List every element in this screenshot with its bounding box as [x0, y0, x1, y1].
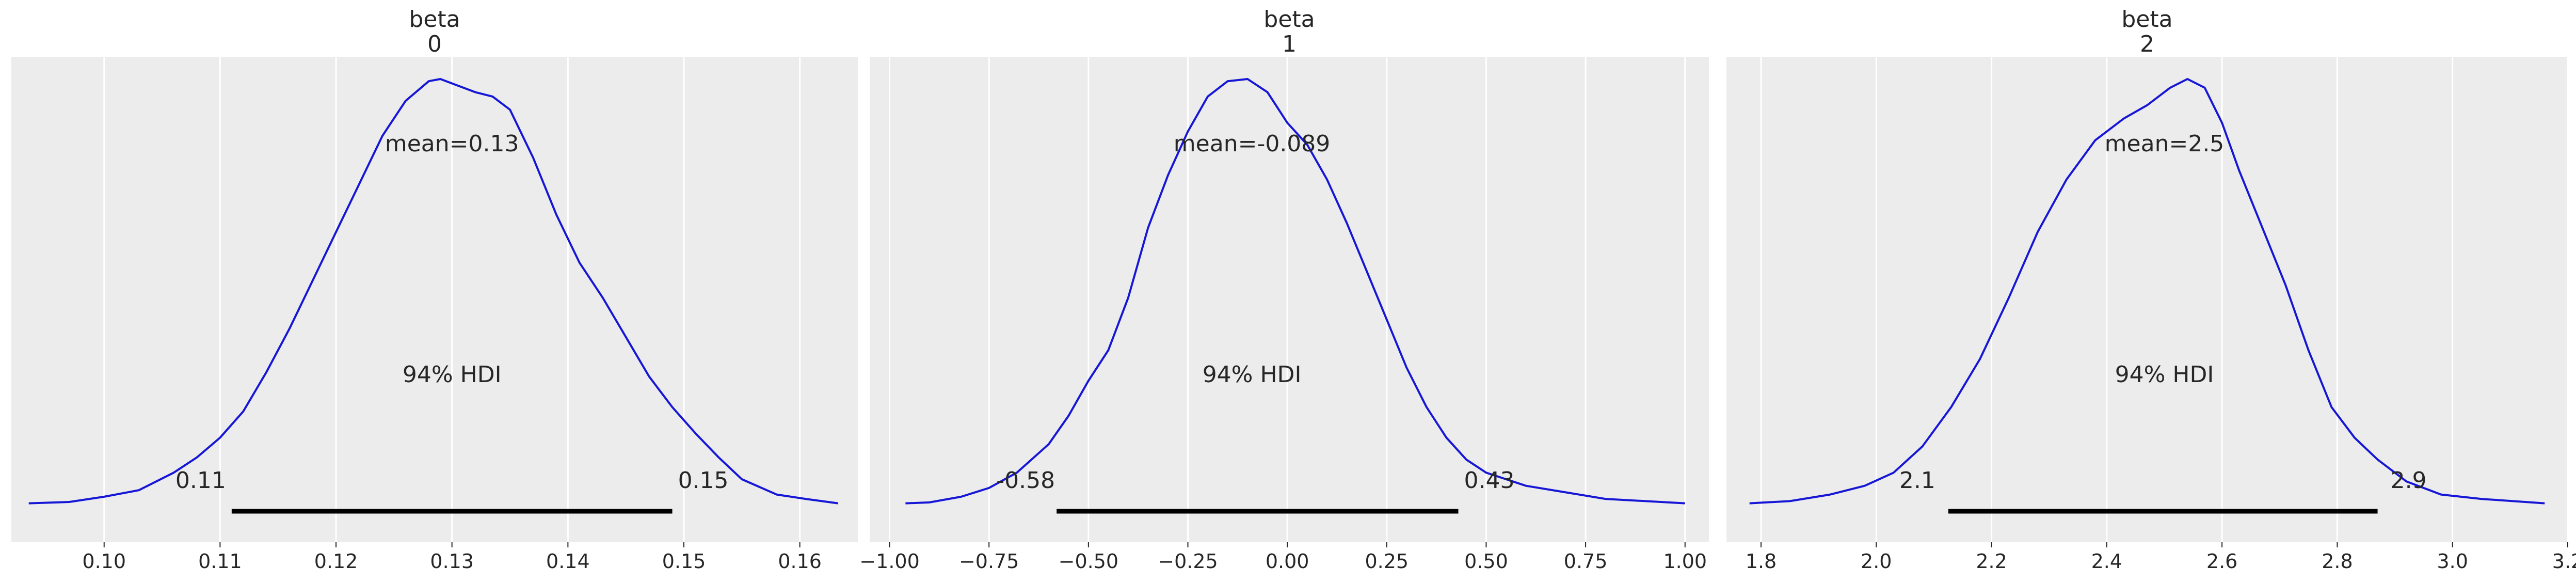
- x-tick-label: 0.25: [1365, 550, 1409, 573]
- x-tick-label: 2.0: [1861, 550, 1892, 573]
- hdi-lower-label: 0.11: [175, 467, 226, 494]
- mean-annotation: mean=2.5: [2105, 131, 2225, 157]
- x-tick-label: 2.8: [2322, 550, 2353, 573]
- x-tick-label: 1.8: [1746, 550, 1777, 573]
- x-tick-label: 3.0: [2437, 550, 2468, 573]
- hdi-annotation: 94% HDI: [403, 361, 502, 388]
- x-tick-label: 0.14: [546, 550, 590, 573]
- x-tick-label: −0.25: [1158, 550, 1218, 573]
- x-tick-label: 0.12: [314, 550, 358, 573]
- hdi-annotation: 94% HDI: [2115, 361, 2214, 388]
- subplot-title-variable: beta: [1263, 6, 1315, 33]
- kde-density-curve: [28, 78, 839, 505]
- x-tick-label: 1.00: [1663, 550, 1707, 573]
- x-tick-label: 0.16: [778, 550, 822, 573]
- x-tick-label: 3.2: [2552, 550, 2576, 573]
- hdi-annotation: 94% HDI: [1203, 361, 1302, 388]
- subplot-1: −1.00 −0.75 −0.50 −0.25 0.00 0.25 0.50 0.75 1.00…: [859, 6, 1709, 573]
- x-tick-label: 0.13: [430, 550, 474, 573]
- subplot-title-index: 1: [1282, 31, 1297, 57]
- hdi-upper-label: 0.15: [678, 467, 729, 494]
- subplot-title-variable: beta: [409, 6, 460, 33]
- subplot-title-index: 0: [427, 31, 442, 57]
- x-tick-label: 0.50: [1464, 550, 1508, 573]
- x-tick-label: 0.00: [1266, 550, 1309, 573]
- x-tick-label: −0.75: [959, 550, 1019, 573]
- plot-area: [870, 57, 1709, 542]
- x-tick-label: 0.10: [82, 550, 126, 573]
- kde-density-curve: [1749, 78, 2545, 505]
- x-tick-label: −0.50: [1059, 550, 1118, 573]
- x-tick-label: −1.00: [859, 550, 919, 573]
- x-tick-label: 0.75: [1564, 550, 1608, 573]
- hdi-upper-label: 0.43: [1464, 467, 1515, 494]
- x-tick-label: 0.11: [198, 550, 242, 573]
- x-tick-label: 0.15: [662, 550, 706, 573]
- hdi-lower-label: -0.58: [996, 467, 1055, 494]
- hdi-upper-label: 2.9: [2391, 467, 2427, 494]
- mean-annotation: mean=-0.089: [1174, 131, 1331, 157]
- x-tick-label: 2.2: [1976, 550, 2007, 573]
- kde-density-curve: [905, 78, 1685, 505]
- hdi-lower-label: 2.1: [1899, 467, 1935, 494]
- plot-area: [11, 57, 858, 542]
- x-tick-label: 2.4: [2091, 550, 2122, 573]
- subplot-title-index: 2: [2140, 31, 2154, 57]
- subplot-title-variable: beta: [2121, 6, 2172, 33]
- plot-area: [1726, 57, 2568, 542]
- mean-annotation: mean=0.13: [385, 131, 519, 157]
- x-tick-label: 2.6: [2206, 550, 2237, 573]
